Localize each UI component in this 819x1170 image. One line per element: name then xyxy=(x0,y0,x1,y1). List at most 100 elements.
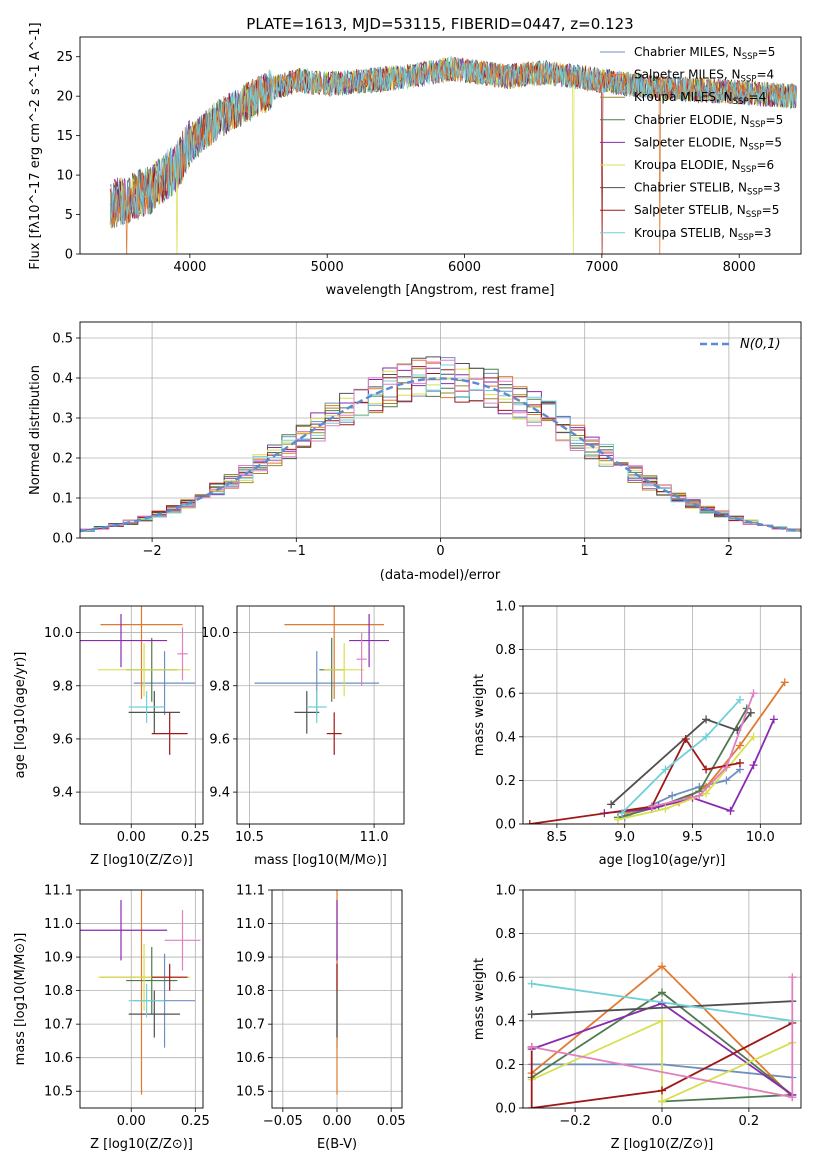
y-tick-label: 0.2 xyxy=(52,452,73,467)
errorbar-point-1 xyxy=(284,606,385,700)
plot-area xyxy=(80,356,801,534)
gaussian-legend-label: N(0,1) xyxy=(740,337,781,352)
y-tick-label: 0.2 xyxy=(495,1058,516,1073)
x-tick-label: 2 xyxy=(725,544,733,559)
y-tick-label: 25 xyxy=(56,50,73,65)
weight-marker xyxy=(722,776,731,785)
errorbar-point-5 xyxy=(128,691,180,734)
errorbar-point-4 xyxy=(324,643,365,697)
weight-marker xyxy=(702,789,711,798)
y-axis-label: mass [log10(M/M⊙)] xyxy=(13,933,28,1066)
y-axis-label: mass weight xyxy=(472,958,487,1040)
x-tick-label: 0.25 xyxy=(181,830,210,845)
weight-marker xyxy=(527,1042,536,1051)
y-tick-label: 0.4 xyxy=(495,730,516,745)
x-tick-label: 8.5 xyxy=(547,830,568,845)
y-tick-label: 0.1 xyxy=(52,492,73,507)
y-tick-label: 0 xyxy=(65,248,73,263)
x-tick-label: −2 xyxy=(143,544,162,559)
histogram-series-3 xyxy=(80,368,801,534)
weight-line-5 xyxy=(531,1000,793,1016)
y-tick-label: 10.0 xyxy=(201,626,230,641)
y-axis-label: Normed distribution xyxy=(28,365,43,495)
y-tick-label: 0.4 xyxy=(52,372,73,387)
weight-marker xyxy=(658,1016,666,1025)
y-tick-label: 9.8 xyxy=(209,679,230,694)
weight-marker xyxy=(613,815,622,824)
y-tick-label: 9.6 xyxy=(209,732,230,747)
y-tick-label: 10.9 xyxy=(44,951,73,966)
y-tick-label: 9.8 xyxy=(52,679,73,694)
x-axis-label: E(B-V) xyxy=(317,1137,357,1152)
x-tick-label: 8000 xyxy=(723,260,756,275)
weight-marker xyxy=(735,741,744,750)
y-tick-label: 10.6 xyxy=(44,1051,73,1066)
y-tick-label: 11.0 xyxy=(236,917,265,932)
y-tick-label: 10.0 xyxy=(44,626,73,641)
x-tick-label: 0.25 xyxy=(181,1114,210,1129)
weight-marker xyxy=(722,763,731,772)
y-tick-label: 11.0 xyxy=(44,917,73,932)
x-tick-label: 9.0 xyxy=(614,830,635,845)
y-tick-label: 9.6 xyxy=(52,732,73,747)
errorbar-point-6 xyxy=(151,712,188,755)
errorbar-point-8 xyxy=(164,910,201,971)
weight-line-6 xyxy=(530,1022,793,1108)
legend-label: Salpeter ELODIE, NSSP=5 xyxy=(634,135,782,152)
weight-marker xyxy=(749,732,758,741)
y-tick-label: 9.4 xyxy=(52,786,73,801)
weight-marker xyxy=(735,695,744,704)
y-tick-label: 0.8 xyxy=(495,927,516,942)
plot-area xyxy=(254,606,390,755)
weight-marker xyxy=(661,804,670,813)
y-tick-label: 10.5 xyxy=(44,1085,73,1100)
x-tick-label: 0.00 xyxy=(117,830,146,845)
weight-marker xyxy=(702,732,711,741)
y-tick-label: 10.6 xyxy=(236,1051,265,1066)
weight-marker xyxy=(780,678,789,687)
errorbar-point-0 xyxy=(133,651,196,715)
x-axis-label: Z [log10(Z/Z⊙)] xyxy=(611,1137,714,1152)
axes-residual_hist: −2 −1 0 1 2 0.0 0.1 0.2 0.3 0.4 0.5 (data-model)/er… xyxy=(28,321,802,583)
axes-frame xyxy=(79,36,802,255)
axes-frame xyxy=(522,605,802,825)
legend-label: Salpeter MILES, NSSP=4 xyxy=(634,68,774,85)
axes-mass_vs_Z: 0.00 0.25 10.5 10.6 10.7 10.8 10.9 11.0 11.1 Z [l… xyxy=(13,884,210,1153)
plot-area xyxy=(109,55,797,254)
y-tick-label: 10 xyxy=(56,169,73,184)
figure-title: PLATE=1613, MJD=53115, FIBERID=0447, z=0… xyxy=(246,15,633,33)
x-tick-label: 0.00 xyxy=(117,1114,146,1129)
errorbar-point-4 xyxy=(97,643,191,697)
weight-line-3 xyxy=(604,719,775,814)
weight-marker xyxy=(658,962,666,971)
plot-area xyxy=(527,962,797,1108)
errorbar-point-1 xyxy=(100,606,183,700)
weight-marker xyxy=(749,689,758,698)
errorbar-point-7 xyxy=(306,691,327,723)
errorbar-point-5 xyxy=(128,990,180,1038)
y-tick-label: 1.0 xyxy=(495,884,516,899)
x-tick-label: 9.5 xyxy=(682,830,703,845)
legend-label: Salpeter STELIB, NSSP=5 xyxy=(634,203,779,220)
weight-line-7 xyxy=(621,699,741,814)
x-tick-label: 7000 xyxy=(585,260,618,275)
plots: 4000 5000 6000 7000 80000510152025wavelength… xyxy=(13,22,802,1153)
weight-marker xyxy=(617,809,626,818)
weight-marker xyxy=(735,758,744,767)
errorbar-point-6 xyxy=(326,712,342,755)
errorbar-point-8 xyxy=(177,627,188,681)
y-tick-label: 0.6 xyxy=(495,687,516,702)
y-tick-label: 1.0 xyxy=(495,600,516,615)
axes-frame xyxy=(522,889,802,1109)
errorbar-point-2 xyxy=(126,947,178,1015)
x-tick-label: −1 xyxy=(287,544,306,559)
axes-age_vs_Z: 0.00 0.25 9.4 9.6 9.8 10.0 Z [log10(Z/Z⊙)] age … xyxy=(13,605,210,868)
x-tick-label: 10.0 xyxy=(746,830,775,845)
axes-weight_vs_Z: −0.2 0.0 0.2 0.0 0.2 0.4 0.6 0.8 1.0 Z [log10(Z/Z… xyxy=(472,884,802,1152)
x-tick-label: 11.0 xyxy=(360,830,389,845)
y-axis-label: mass weight xyxy=(472,674,487,756)
weight-line-4 xyxy=(531,1019,793,1103)
x-tick-label: 10.5 xyxy=(235,830,264,845)
errorbar-point-8 xyxy=(356,632,367,686)
weight-marker xyxy=(658,1097,666,1106)
